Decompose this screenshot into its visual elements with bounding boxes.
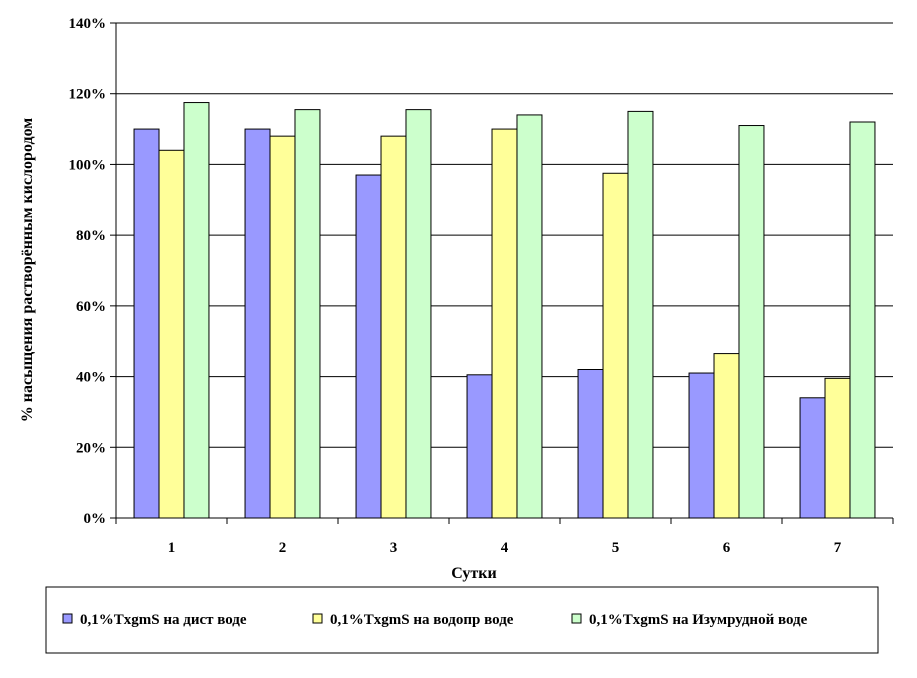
bar [491,128,518,519]
bar [158,149,185,519]
bar [183,102,210,519]
bar [405,109,432,519]
bar [713,353,740,519]
legend: 0,1%TxgmS на дист воде 0,1%TxgmS на водоп… [45,586,879,654]
legend-box [45,586,879,654]
bar [738,125,765,519]
y-tick-label: 20% [76,440,106,456]
legend-swatch [312,613,323,624]
bar [824,377,851,519]
x-tick-labels: 1 2 3 4 5 6 7 [168,540,842,556]
bars [133,102,876,519]
legend-label: 0,1%TxgmS на Изумрудной воде [589,612,808,628]
axes [110,22,894,524]
bar [269,135,296,519]
bar [244,128,271,519]
bar [133,128,160,519]
x-axis-title: Сутки [451,565,496,582]
bar [294,109,321,519]
y-tick-label: 100% [69,157,107,173]
x-tick-label: 7 [834,540,842,556]
x-tick-label: 4 [501,540,509,556]
legend-label: 0,1%TxgmS на водопр воде [330,612,514,628]
bar [688,372,715,519]
y-tick-label: 60% [76,299,106,315]
y-tick-label: 140% [69,16,107,32]
x-tick-label: 6 [723,540,731,556]
bar [577,369,604,519]
legend-swatch [571,613,582,624]
x-tick-label: 3 [390,540,398,556]
x-tick-label: 5 [612,540,620,556]
y-tick-label: 120% [69,87,107,103]
y-tick-label: 80% [76,228,106,244]
y-tick-label: 40% [76,370,106,386]
bar [466,374,493,519]
y-axis-title: % насыщения растворённым кислородом [19,118,36,422]
bar [355,174,382,519]
bar [799,397,826,519]
y-tick-label: 0% [84,511,107,527]
bar [849,121,876,519]
bar [627,110,654,519]
bar [380,135,407,519]
y-tick-labels: 0% 20% 40% 60% 80% 100% 120% 140% [69,16,107,527]
x-tick-label: 1 [168,540,176,556]
legend-swatch [62,613,73,624]
bar [602,172,629,519]
bar [516,114,543,519]
legend-label: 0,1%TxgmS на дист воде [80,612,247,628]
x-tick-label: 2 [279,540,287,556]
